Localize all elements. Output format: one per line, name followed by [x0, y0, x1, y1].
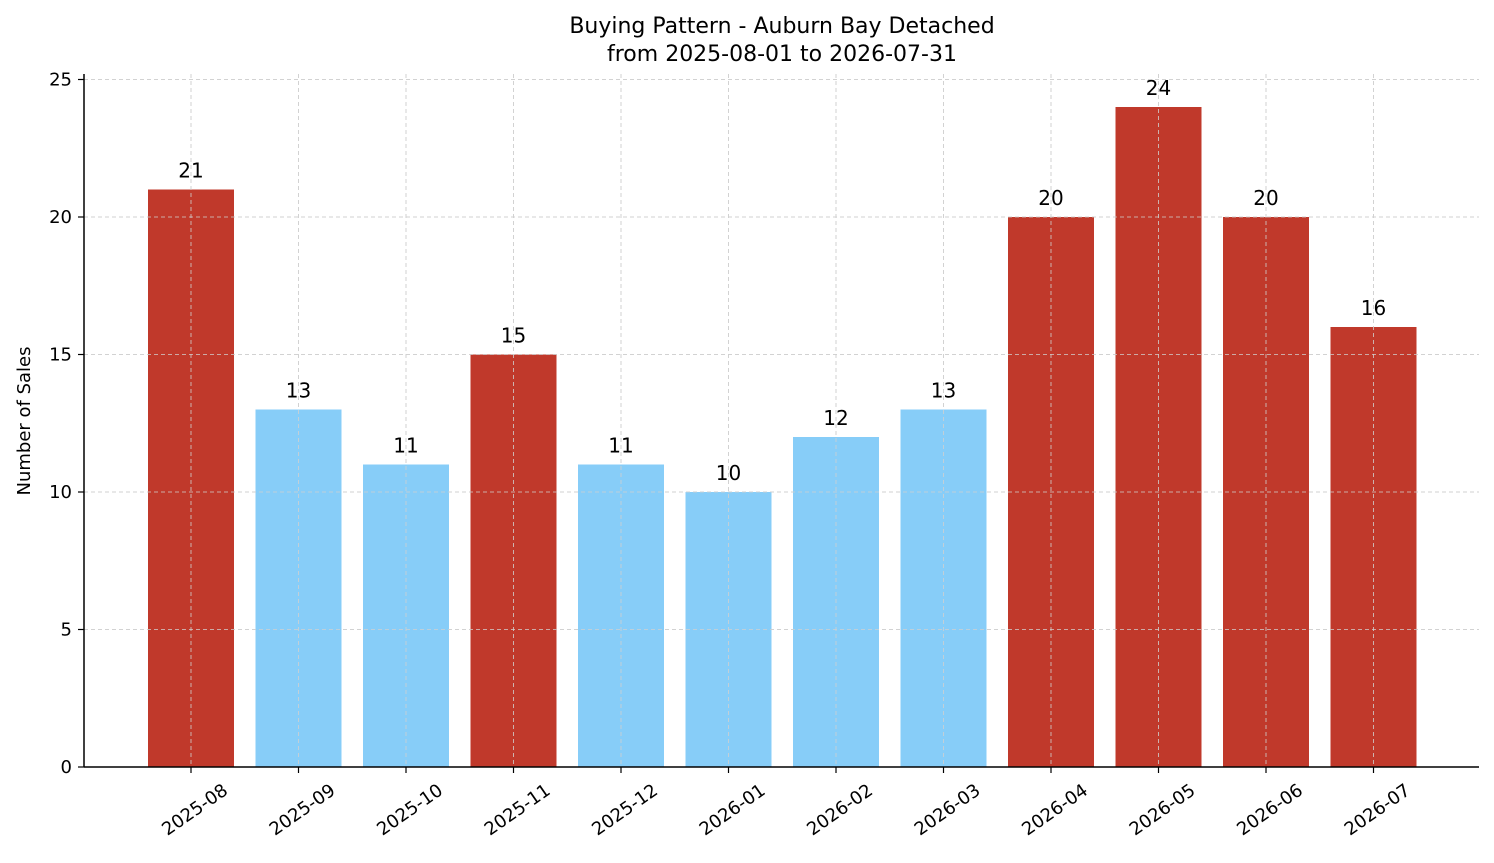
x-tick-label: 2026-03 [911, 780, 985, 840]
bars [148, 107, 1417, 767]
y-axis-label: Number of Sales [14, 346, 35, 495]
x-tick-label: 2025-08 [158, 780, 232, 840]
x-tick-label: 2026-07 [1341, 780, 1415, 840]
axes [83, 74, 1479, 768]
chart-subtitle: from 2025-08-01 to 2026-07-31 [607, 42, 957, 67]
y-tick-label: 15 [49, 345, 72, 366]
bar-2026-05 [1115, 107, 1202, 767]
y-tick-label: 10 [49, 482, 72, 503]
bar-value-label: 21 [178, 159, 203, 183]
x-ticks: 2025-08 2025-09 2025-10 2025-11 2025-12 2026-… [158, 767, 1414, 840]
chart-title: Buying Pattern - Auburn Bay Detached [569, 14, 994, 39]
x-tick-label: 2025-12 [588, 780, 662, 840]
x-tick-label: 2026-02 [803, 780, 877, 840]
y-tick-label: 25 [49, 70, 72, 91]
bar-2025-08 [148, 189, 234, 767]
x-tick-label: 2026-05 [1126, 780, 1200, 840]
y-tick-label: 5 [61, 620, 72, 641]
x-tick-label: 2026-06 [1233, 780, 1307, 840]
x-tick-label: 2025-10 [373, 780, 447, 840]
x-tick-label: 2026-04 [1018, 780, 1092, 840]
y-tick-label: 20 [49, 207, 72, 228]
x-tick-label: 2026-01 [696, 780, 770, 840]
x-tick-label: 2025-09 [266, 780, 340, 840]
x-tick-label: 2025-11 [481, 780, 555, 840]
y-tick-label: 0 [61, 757, 72, 778]
y-ticks: 0 5 10 15 20 25 [49, 70, 84, 778]
